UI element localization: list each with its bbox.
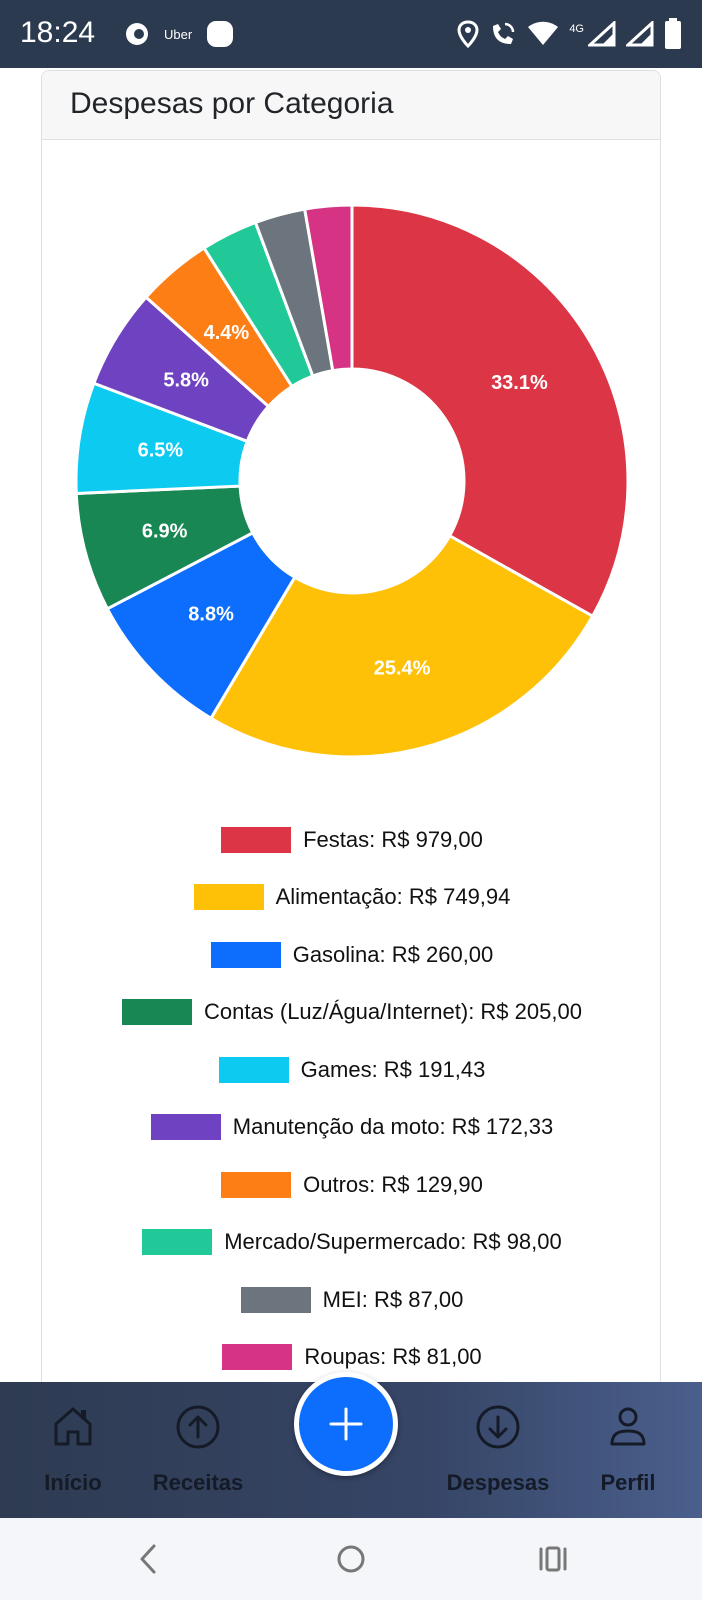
network-type-label: 4G xyxy=(569,23,584,35)
nav-item-perfil[interactable]: Perfil xyxy=(563,1382,693,1518)
arrow-up-circle-icon xyxy=(176,1405,220,1449)
content-area[interactable]: Despesas por Categoria 33.1% 25.4% 8.8% 6.9… xyxy=(0,68,702,1382)
donut-slice-1[interactable] xyxy=(350,203,630,619)
person-icon xyxy=(610,1407,646,1446)
legend-label: Mercado/Supermercado: R$ 98,00 xyxy=(224,1229,562,1255)
legend-item[interactable]: Mercado/Supermercado: R$ 98,00 xyxy=(42,1214,662,1272)
chart-legend: Festas: R$ 979,00 Alimentação: R$ 749,94 G… xyxy=(42,811,662,1382)
legend-label: MEI: R$ 87,00 xyxy=(322,1286,464,1312)
slice-percent-label: 6.5% xyxy=(138,439,184,461)
nav-label-despesas: Despesas xyxy=(446,1470,550,1495)
legend-swatch xyxy=(221,1171,292,1198)
wifi-icon xyxy=(528,21,559,45)
slice-percent-label: 33.1% xyxy=(491,372,548,394)
slice-percent-label: 25.4% xyxy=(374,657,431,679)
legend-label: Alimentação: R$ 749,94 xyxy=(275,884,511,910)
nav-label-perfil: Perfil xyxy=(600,1470,656,1495)
donut-slice-2[interactable] xyxy=(208,533,595,759)
legend-swatch xyxy=(221,826,292,853)
nav-label-receitas: Receitas xyxy=(152,1470,244,1495)
back-icon[interactable] xyxy=(136,1542,160,1576)
status-time: 18:24 xyxy=(20,16,96,49)
signal-icon-2 xyxy=(626,21,654,47)
legend-item[interactable]: Alimentação: R$ 749,94 xyxy=(42,869,662,927)
status-bar: 18:24 Uber 4G xyxy=(0,0,702,68)
legend-item[interactable]: Outros: R$ 129,90 xyxy=(42,1156,662,1214)
system-nav-bar xyxy=(0,1518,702,1600)
legend-swatch xyxy=(142,1229,213,1256)
legend-item[interactable]: Festas: R$ 979,00 xyxy=(42,811,662,869)
slice-percent-label: 6.9% xyxy=(142,520,188,542)
legend-swatch xyxy=(218,1056,289,1083)
wifi-call-icon xyxy=(493,22,515,44)
slice-percent-label: 4.4% xyxy=(204,322,250,344)
legend-swatch xyxy=(150,1114,221,1141)
legend-label: Outros: R$ 129,90 xyxy=(303,1171,483,1197)
legend-swatch xyxy=(222,1344,293,1371)
nav-label-inicio: Início xyxy=(44,1470,102,1495)
app-square-icon xyxy=(207,21,234,47)
legend-swatch xyxy=(240,1286,311,1313)
signal-icon xyxy=(588,21,616,47)
uber-label: Uber xyxy=(164,26,193,42)
legend-label: Games: R$ 191,43 xyxy=(300,1056,486,1082)
donut-slice-10[interactable] xyxy=(302,203,354,373)
notification-icon xyxy=(126,23,148,45)
legend-item[interactable]: MEI: R$ 87,00 xyxy=(42,1271,662,1329)
arrow-down-circle-icon xyxy=(476,1405,520,1449)
legend-item[interactable]: Games: R$ 191,43 xyxy=(42,1041,662,1099)
home-icon xyxy=(54,1407,92,1446)
legend-label: Contas (Luz/Água/Internet): R$ 205,00 xyxy=(204,999,582,1025)
legend-label: Festas: R$ 979,00 xyxy=(303,826,483,852)
card-header: Despesas por Categoria xyxy=(42,71,660,140)
nav-item-inicio[interactable]: Início xyxy=(8,1382,138,1518)
recents-icon[interactable] xyxy=(538,1542,568,1576)
donut-chart: 33.1% 25.4% 8.8% 6.9% 6.5% 5.8% 4.4% xyxy=(74,203,630,759)
battery-icon xyxy=(665,18,681,49)
legend-item[interactable]: Manutenção da moto: R$ 172,33 xyxy=(42,1099,662,1157)
nav-item-despesas[interactable]: Despesas xyxy=(433,1382,563,1518)
legend-item[interactable]: Contas (Luz/Água/Internet): R$ 205,00 xyxy=(42,984,662,1042)
legend-item[interactable]: Roupas: R$ 81,00 xyxy=(42,1329,662,1383)
legend-label: Manutenção da moto: R$ 172,33 xyxy=(232,1114,554,1140)
legend-swatch xyxy=(122,999,193,1026)
location-icon xyxy=(457,20,479,48)
plus-icon xyxy=(329,1407,363,1441)
slice-percent-label: 8.8% xyxy=(188,603,234,625)
add-transaction-button[interactable] xyxy=(294,1372,398,1476)
home-circle-icon[interactable] xyxy=(336,1542,366,1576)
legend-item[interactable]: Gasolina: R$ 260,00 xyxy=(42,926,662,984)
legend-swatch xyxy=(193,884,264,911)
slice-percent-label: 5.8% xyxy=(163,369,209,391)
legend-swatch xyxy=(210,941,281,968)
nav-item-receitas[interactable]: Receitas xyxy=(133,1382,263,1518)
card-title: Despesas por Categoria xyxy=(70,87,394,120)
legend-label: Roupas: R$ 81,00 xyxy=(304,1344,482,1370)
legend-label: Gasolina: R$ 260,00 xyxy=(292,941,494,967)
expenses-card: Despesas por Categoria 33.1% 25.4% 8.8% 6.9… xyxy=(41,70,661,1382)
